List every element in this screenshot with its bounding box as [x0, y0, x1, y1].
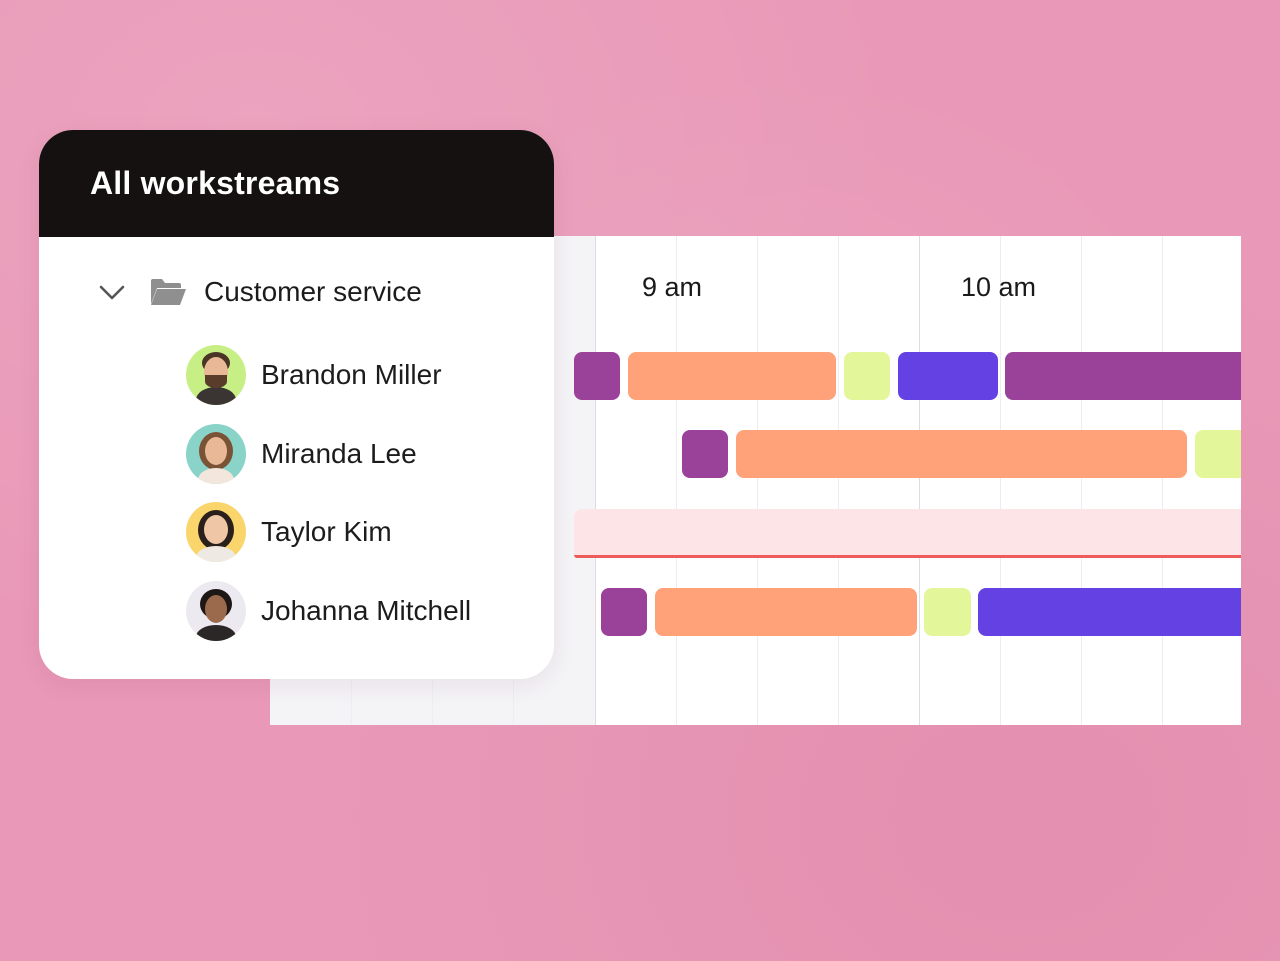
schedule-block-lime[interactable] — [844, 352, 890, 400]
person-row-miranda-lee[interactable]: Miranda Lee — [186, 424, 417, 484]
gridline-hour — [919, 236, 920, 725]
schedule-block-lime[interactable] — [1195, 430, 1241, 478]
gridline — [838, 236, 839, 725]
gridline — [757, 236, 758, 725]
schedule-block-lime[interactable] — [924, 588, 971, 636]
group-label: Customer service — [204, 276, 422, 307]
person-name: Taylor Kim — [261, 516, 392, 547]
schedule-block-blue[interactable] — [898, 352, 998, 400]
schedule-block-blue[interactable] — [978, 588, 1241, 636]
person-row-johanna-mitchell[interactable]: Johanna Mitchell — [186, 581, 471, 641]
avatar — [186, 345, 246, 405]
time-label-10am: 10 am — [961, 272, 1037, 302]
schedule-block-orange[interactable] — [736, 430, 1187, 478]
folder-open-icon — [149, 277, 187, 307]
schedule-block-purple[interactable] — [574, 352, 620, 400]
schedule-block-orange[interactable] — [655, 588, 917, 636]
schedule-block-offline[interactable] — [574, 509, 1241, 558]
panel-title: All workstreams — [90, 165, 341, 201]
group-customer-service[interactable]: Customer service — [97, 276, 422, 308]
avatar — [186, 502, 246, 562]
time-label-9am: 9 am — [642, 272, 703, 302]
gridline-hour — [595, 236, 596, 725]
gridline — [676, 236, 677, 725]
panel-header: All workstreams — [39, 130, 554, 237]
person-name: Miranda Lee — [261, 438, 417, 469]
chevron-down-icon[interactable] — [97, 277, 127, 307]
gridline — [1000, 236, 1001, 725]
avatar — [186, 424, 246, 484]
gridline — [1081, 236, 1082, 725]
schedule-block-purple[interactable] — [682, 430, 728, 478]
person-row-brandon-miller[interactable]: Brandon Miller — [186, 345, 442, 405]
schedule-block-purple[interactable] — [601, 588, 647, 636]
gridline — [1162, 236, 1163, 725]
person-row-taylor-kim[interactable]: Taylor Kim — [186, 502, 392, 562]
workstreams-panel: All workstreams Customer service Brandon… — [39, 130, 554, 679]
person-name: Johanna Mitchell — [261, 595, 472, 626]
avatar — [186, 581, 246, 641]
person-name: Brandon Miller — [261, 359, 442, 390]
schedule-block-orange[interactable] — [628, 352, 836, 400]
schedule-block-purple[interactable] — [1005, 352, 1241, 400]
